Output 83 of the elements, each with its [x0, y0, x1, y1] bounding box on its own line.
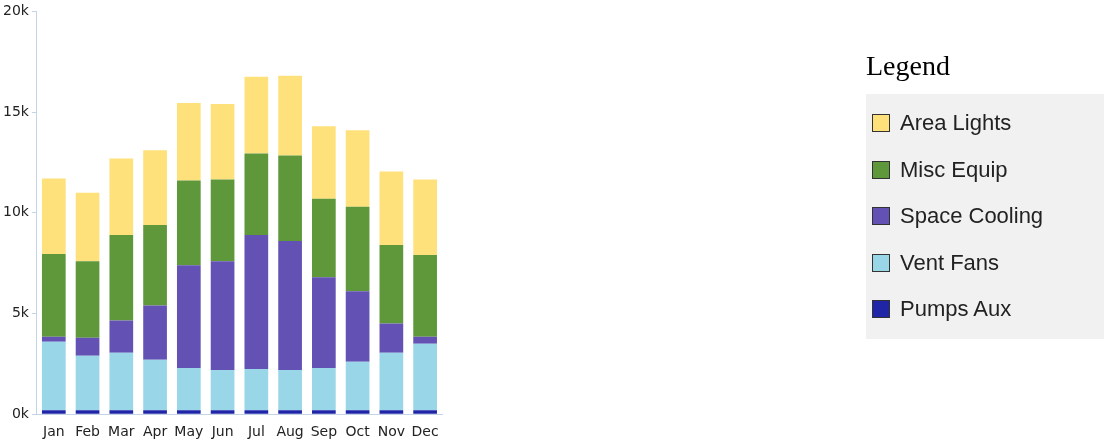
y-tick-label: 10k	[3, 203, 30, 220]
bar	[379, 245, 404, 324]
bar	[345, 206, 370, 292]
bar	[109, 234, 134, 321]
bar	[41, 178, 66, 255]
bar	[176, 180, 201, 266]
x-tick-label: Aug	[276, 423, 304, 440]
bar	[278, 155, 302, 241]
bar	[109, 352, 134, 411]
bar	[312, 277, 336, 368]
y-tick-label: 15k	[3, 102, 30, 119]
x-tick-label: Jan	[42, 423, 65, 440]
bar	[75, 337, 100, 356]
bar	[143, 224, 167, 306]
bar	[210, 104, 235, 180]
bar	[345, 291, 370, 362]
bar	[312, 367, 336, 411]
bar	[278, 75, 302, 156]
bar	[413, 179, 437, 256]
bar	[176, 410, 201, 414]
bar	[143, 359, 167, 411]
y-tick-label: 0k	[11, 404, 30, 421]
bar	[210, 261, 235, 370]
bar	[176, 265, 201, 368]
bar	[109, 320, 134, 353]
bar	[278, 241, 302, 370]
bar	[176, 367, 201, 411]
legend-title: Legend	[866, 50, 951, 82]
bar	[278, 369, 302, 411]
bar	[379, 323, 404, 353]
bar	[41, 410, 66, 414]
x-tick-label: May	[174, 423, 204, 440]
legend-label: Pumps Aux	[900, 296, 1012, 323]
bar	[244, 410, 269, 414]
bar	[143, 150, 167, 225]
y-tick-label: 5k	[11, 304, 30, 321]
bar	[210, 179, 235, 262]
x-tick-label: Jul	[246, 423, 265, 440]
bar	[278, 410, 302, 414]
bar	[413, 336, 437, 344]
bar	[244, 234, 269, 369]
bar	[41, 336, 66, 342]
bar	[345, 361, 370, 411]
bar	[413, 255, 437, 337]
x-tick-label: Apr	[142, 423, 168, 440]
bar	[312, 410, 336, 414]
bar	[75, 261, 100, 338]
x-tick-label: Feb	[75, 423, 101, 440]
bar	[210, 410, 235, 414]
bar	[379, 410, 404, 414]
bar	[143, 410, 167, 414]
bar	[244, 368, 269, 411]
x-tick-label: Mar	[108, 423, 135, 440]
bar	[312, 198, 336, 278]
bar	[379, 171, 404, 246]
x-tick-label: Sep	[310, 423, 338, 440]
bar	[379, 352, 404, 411]
legend-label: Vent Fans	[900, 249, 1000, 276]
x-tick-label: Nov	[377, 423, 406, 440]
bar	[75, 355, 100, 411]
x-tick-label: Jun	[210, 423, 234, 440]
bar	[345, 130, 370, 207]
bar	[244, 76, 269, 154]
bar	[75, 410, 100, 414]
bar	[41, 341, 66, 411]
bar	[41, 254, 66, 337]
bar	[75, 192, 100, 262]
bar	[109, 158, 134, 235]
legend-label: Misc Equip	[900, 156, 1008, 183]
bar	[345, 410, 370, 414]
x-tick-label: Oct	[345, 423, 371, 440]
bar	[109, 410, 134, 414]
x-tick-label: Dec	[411, 423, 439, 440]
legend-label: Area Lights	[900, 110, 1012, 137]
bar	[413, 343, 437, 411]
legend-label: Space Cooling	[900, 203, 1044, 230]
bar	[413, 410, 437, 414]
bar	[176, 103, 201, 181]
bar	[244, 153, 269, 235]
bar	[312, 126, 336, 199]
y-tick-label: 20k	[3, 2, 30, 19]
bar	[210, 369, 235, 411]
bar	[143, 305, 167, 360]
